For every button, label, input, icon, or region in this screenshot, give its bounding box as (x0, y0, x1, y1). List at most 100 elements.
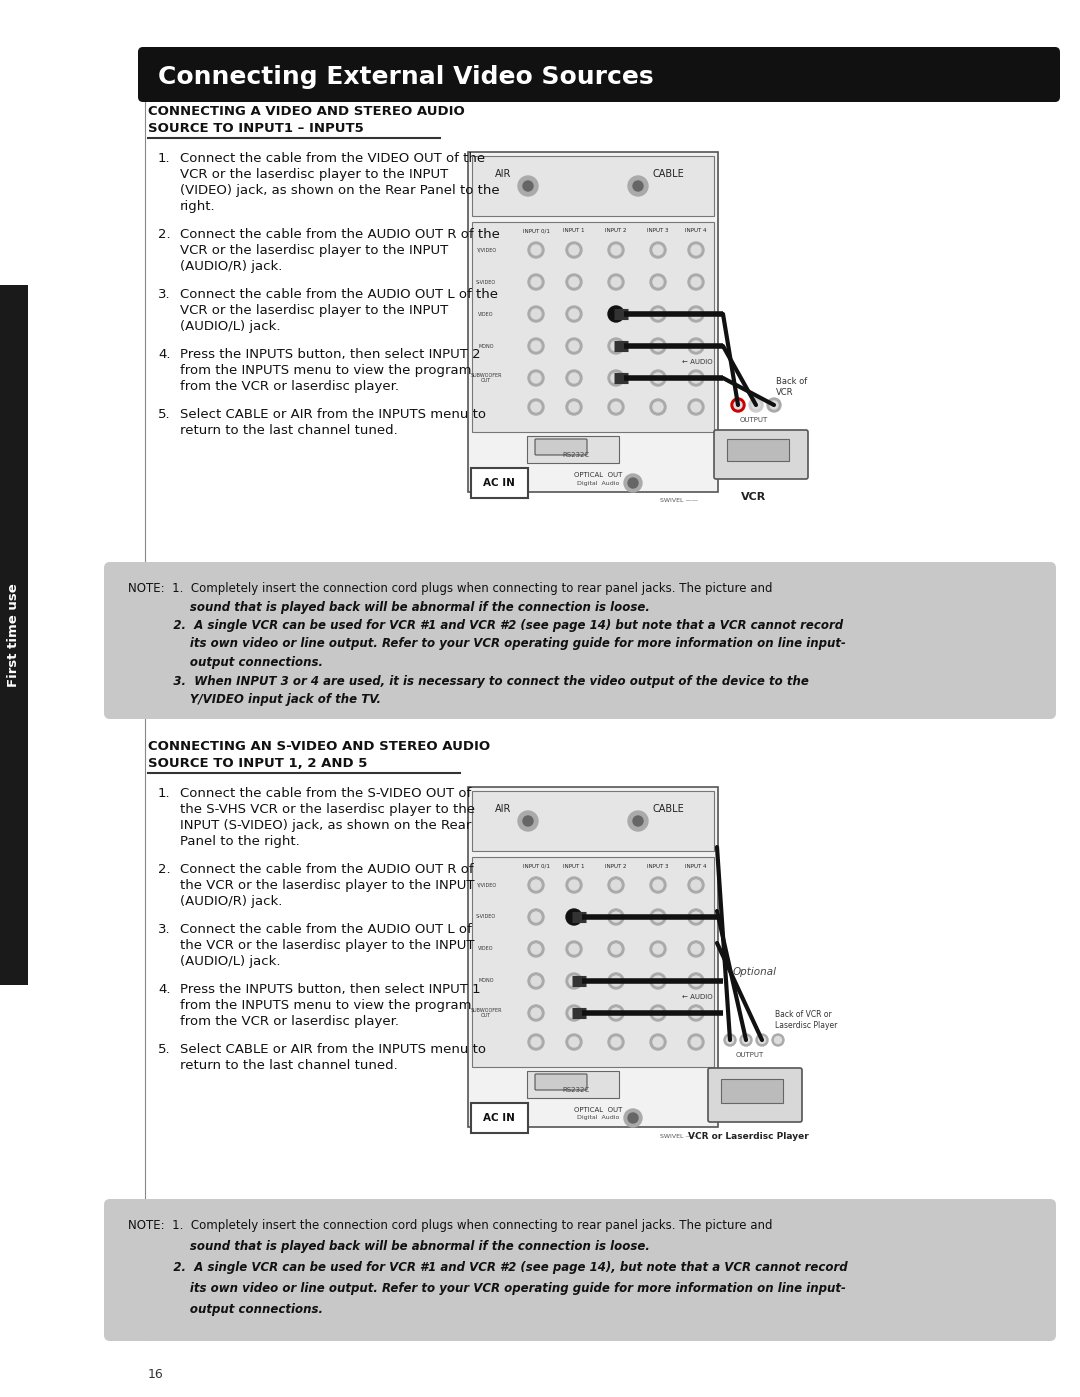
Circle shape (734, 401, 742, 409)
FancyBboxPatch shape (468, 152, 718, 492)
Text: VCR or the laserdisc player to the INPUT: VCR or the laserdisc player to the INPUT (180, 168, 448, 182)
Circle shape (627, 812, 648, 831)
Text: 2.  A single VCR can be used for VCR #1 and VCR #2 (see page 14) but note that a: 2. A single VCR can be used for VCR #1 a… (129, 619, 843, 631)
Circle shape (531, 309, 541, 319)
Text: the VCR or the laserdisc player to the INPUT: the VCR or the laserdisc player to the I… (180, 879, 474, 893)
Text: (AUDIO/R) jack.: (AUDIO/R) jack. (180, 260, 282, 272)
Text: Digital  Audio: Digital Audio (577, 481, 619, 486)
Circle shape (688, 306, 704, 321)
Circle shape (531, 244, 541, 256)
Circle shape (691, 912, 701, 922)
Circle shape (611, 880, 621, 890)
Circle shape (611, 244, 621, 256)
Circle shape (528, 1004, 544, 1021)
Circle shape (566, 274, 582, 291)
Circle shape (691, 309, 701, 319)
Circle shape (566, 400, 582, 415)
Circle shape (653, 912, 663, 922)
Circle shape (566, 877, 582, 893)
Circle shape (653, 880, 663, 890)
Circle shape (531, 402, 541, 412)
Circle shape (633, 182, 643, 191)
Circle shape (650, 942, 666, 957)
Text: Back of VCR or
Laserdisc Player: Back of VCR or Laserdisc Player (775, 1010, 837, 1030)
Circle shape (528, 400, 544, 415)
Circle shape (608, 338, 624, 353)
Text: VCR or Laserdisc Player: VCR or Laserdisc Player (688, 1132, 808, 1141)
Circle shape (624, 1109, 642, 1127)
Circle shape (611, 944, 621, 954)
Circle shape (688, 1004, 704, 1021)
FancyBboxPatch shape (104, 1199, 1056, 1341)
Circle shape (691, 402, 701, 412)
Text: INPUT 2: INPUT 2 (605, 863, 626, 869)
Circle shape (569, 277, 579, 286)
Circle shape (611, 373, 621, 383)
Circle shape (569, 1037, 579, 1046)
Circle shape (691, 244, 701, 256)
Text: Select CABLE or AIR from the INPUTS menu to: Select CABLE or AIR from the INPUTS menu… (180, 1044, 486, 1056)
Circle shape (566, 370, 582, 386)
Text: Optional: Optional (733, 967, 777, 977)
Text: Connect the cable from the S-VIDEO OUT of: Connect the cable from the S-VIDEO OUT o… (180, 787, 471, 800)
Text: (AUDIO/L) jack.: (AUDIO/L) jack. (180, 320, 281, 332)
Circle shape (650, 1004, 666, 1021)
Text: (AUDIO/R) jack.: (AUDIO/R) jack. (180, 895, 282, 908)
Circle shape (650, 877, 666, 893)
Text: SOURCE TO INPUT1 – INPUT5: SOURCE TO INPUT1 – INPUT5 (148, 122, 364, 136)
Text: Panel to the right.: Panel to the right. (180, 835, 300, 848)
FancyBboxPatch shape (727, 439, 789, 461)
Circle shape (523, 816, 534, 826)
Text: MONO: MONO (478, 978, 494, 983)
Circle shape (650, 400, 666, 415)
Text: INPUT 1: INPUT 1 (564, 229, 584, 233)
Circle shape (653, 341, 663, 351)
Circle shape (691, 880, 701, 890)
Text: First time use: First time use (8, 583, 21, 687)
Circle shape (691, 373, 701, 383)
Text: from the VCR or laserdisc player.: from the VCR or laserdisc player. (180, 380, 399, 393)
Circle shape (569, 373, 579, 383)
Circle shape (611, 912, 621, 922)
FancyBboxPatch shape (104, 562, 1056, 719)
Circle shape (611, 1009, 621, 1018)
Circle shape (691, 944, 701, 954)
Text: SWIVEL ——: SWIVEL —— (660, 1133, 698, 1139)
Circle shape (608, 972, 624, 989)
Text: CONNECTING A VIDEO AND STEREO AUDIO: CONNECTING A VIDEO AND STEREO AUDIO (148, 105, 464, 117)
Text: CABLE: CABLE (652, 169, 684, 179)
Text: INPUT 3: INPUT 3 (647, 863, 669, 869)
Circle shape (650, 338, 666, 353)
Circle shape (608, 1034, 624, 1051)
Circle shape (691, 977, 701, 986)
Circle shape (653, 277, 663, 286)
Text: from the VCR or laserdisc player.: from the VCR or laserdisc player. (180, 1016, 399, 1028)
Circle shape (691, 341, 701, 351)
Circle shape (767, 398, 781, 412)
Text: SWIVEL ——: SWIVEL —— (660, 499, 698, 503)
Circle shape (688, 370, 704, 386)
Circle shape (608, 400, 624, 415)
Circle shape (566, 909, 582, 925)
Circle shape (688, 877, 704, 893)
Text: Connect the cable from the AUDIO OUT L of: Connect the cable from the AUDIO OUT L o… (180, 923, 472, 936)
Text: 1.: 1. (158, 787, 171, 800)
Text: OPTICAL  OUT: OPTICAL OUT (573, 1106, 622, 1113)
Text: VCR or the laserdisc player to the INPUT: VCR or the laserdisc player to the INPUT (180, 305, 448, 317)
FancyBboxPatch shape (721, 1078, 783, 1104)
Text: ← AUDIO: ← AUDIO (683, 995, 713, 1000)
Text: the VCR or the laserdisc player to the INPUT: the VCR or the laserdisc player to the I… (180, 939, 474, 951)
Circle shape (688, 1034, 704, 1051)
Text: INPUT (S-VIDEO) jack, as shown on the Rear: INPUT (S-VIDEO) jack, as shown on the Re… (180, 819, 471, 833)
Circle shape (566, 942, 582, 957)
FancyBboxPatch shape (471, 468, 528, 497)
Text: the S-VHS VCR or the laserdisc player to the: the S-VHS VCR or the laserdisc player to… (180, 803, 475, 816)
FancyBboxPatch shape (527, 1071, 619, 1098)
Circle shape (531, 1037, 541, 1046)
Text: (AUDIO/L) jack.: (AUDIO/L) jack. (180, 956, 281, 968)
Text: Y/VIDEO: Y/VIDEO (476, 883, 496, 887)
Text: ← AUDIO: ← AUDIO (683, 359, 713, 365)
Circle shape (691, 1037, 701, 1046)
Circle shape (528, 942, 544, 957)
Circle shape (653, 402, 663, 412)
